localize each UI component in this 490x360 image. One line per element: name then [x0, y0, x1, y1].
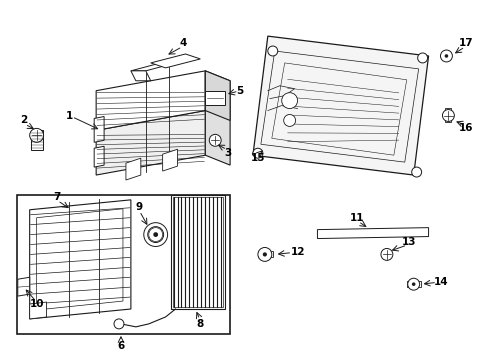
Text: 9: 9 — [135, 202, 143, 212]
Text: 13: 13 — [401, 237, 416, 247]
Polygon shape — [31, 130, 43, 150]
Circle shape — [263, 252, 267, 257]
Polygon shape — [94, 146, 104, 167]
Polygon shape — [205, 71, 230, 121]
Bar — [172, 197, 223, 307]
Circle shape — [209, 134, 221, 146]
Polygon shape — [126, 158, 141, 180]
Polygon shape — [131, 63, 175, 71]
Bar — [205, 91, 225, 105]
Circle shape — [153, 232, 158, 237]
Polygon shape — [445, 108, 451, 122]
Polygon shape — [163, 149, 177, 171]
Text: 4: 4 — [180, 38, 187, 48]
Circle shape — [282, 93, 297, 109]
Circle shape — [417, 53, 428, 63]
Polygon shape — [151, 54, 200, 68]
Polygon shape — [96, 111, 205, 175]
Circle shape — [144, 223, 168, 247]
Circle shape — [412, 167, 421, 177]
Polygon shape — [18, 277, 30, 296]
Text: 7: 7 — [53, 192, 60, 202]
Text: 2: 2 — [20, 116, 27, 126]
Circle shape — [408, 278, 419, 290]
Circle shape — [284, 114, 295, 126]
Polygon shape — [30, 302, 47, 319]
Text: 12: 12 — [291, 247, 305, 257]
Circle shape — [30, 129, 44, 142]
Circle shape — [268, 46, 278, 56]
Polygon shape — [94, 117, 104, 142]
Text: 10: 10 — [29, 299, 44, 309]
Circle shape — [444, 54, 448, 58]
Text: 3: 3 — [224, 148, 232, 158]
Polygon shape — [318, 228, 429, 239]
Text: 8: 8 — [196, 319, 204, 329]
Text: 5: 5 — [236, 86, 244, 96]
Polygon shape — [96, 71, 205, 130]
Circle shape — [258, 247, 272, 261]
Text: 14: 14 — [434, 277, 449, 287]
Polygon shape — [30, 200, 131, 319]
Text: 15: 15 — [251, 153, 265, 163]
Polygon shape — [205, 71, 230, 165]
Bar — [17, 195, 230, 334]
Text: 6: 6 — [117, 341, 124, 351]
Circle shape — [412, 282, 416, 286]
Polygon shape — [258, 251, 273, 257]
Text: 17: 17 — [459, 38, 474, 48]
Polygon shape — [407, 281, 420, 287]
Circle shape — [253, 148, 263, 158]
Bar — [171, 195, 225, 309]
Circle shape — [442, 109, 454, 121]
Polygon shape — [131, 71, 151, 81]
Text: 1: 1 — [66, 111, 73, 121]
Text: 16: 16 — [459, 123, 473, 134]
Circle shape — [381, 248, 393, 260]
Text: 11: 11 — [350, 213, 365, 223]
Circle shape — [149, 228, 163, 242]
Circle shape — [148, 227, 164, 243]
Circle shape — [114, 319, 124, 329]
Circle shape — [441, 50, 452, 62]
Polygon shape — [253, 36, 429, 175]
